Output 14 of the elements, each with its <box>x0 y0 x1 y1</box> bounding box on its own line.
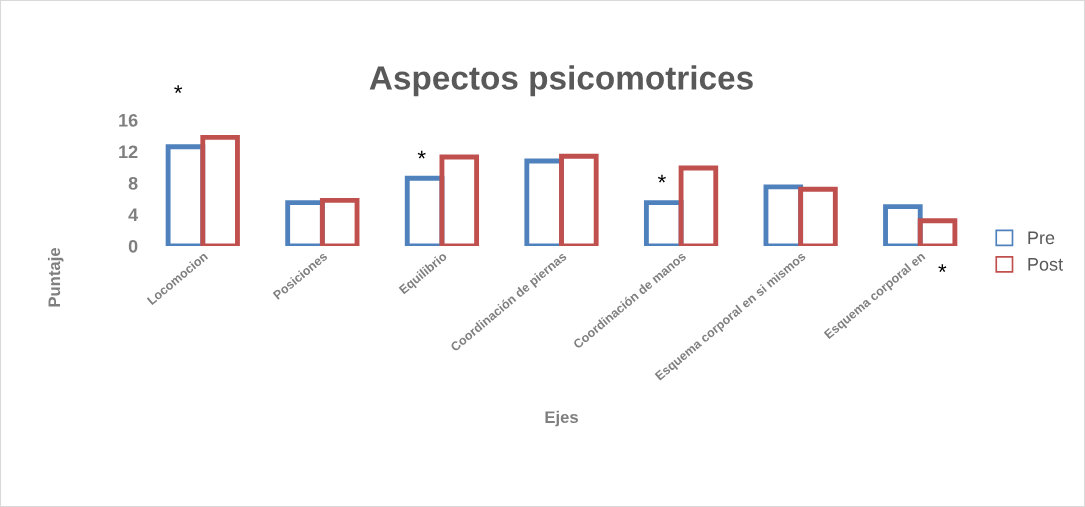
y-tick-label: 16 <box>119 113 138 127</box>
chart-title: Aspectos psicomotrices <box>369 65 753 97</box>
text: * <box>938 264 947 272</box>
y-tick-label: 8 <box>128 176 138 190</box>
annotation: * <box>657 174 666 183</box>
y-tick-label: 0 <box>128 239 138 253</box>
legend-label: Pre <box>1028 231 1055 245</box>
legend-label: Post <box>1028 258 1063 271</box>
y-tick-label: 4 <box>128 208 139 222</box>
y-axis-title: Puntaje <box>47 247 64 307</box>
x-axis-title: Ejes <box>545 410 578 427</box>
annotation: * <box>417 150 426 159</box>
y-tick-label: 12 <box>119 145 138 159</box>
text: * <box>174 85 183 94</box>
